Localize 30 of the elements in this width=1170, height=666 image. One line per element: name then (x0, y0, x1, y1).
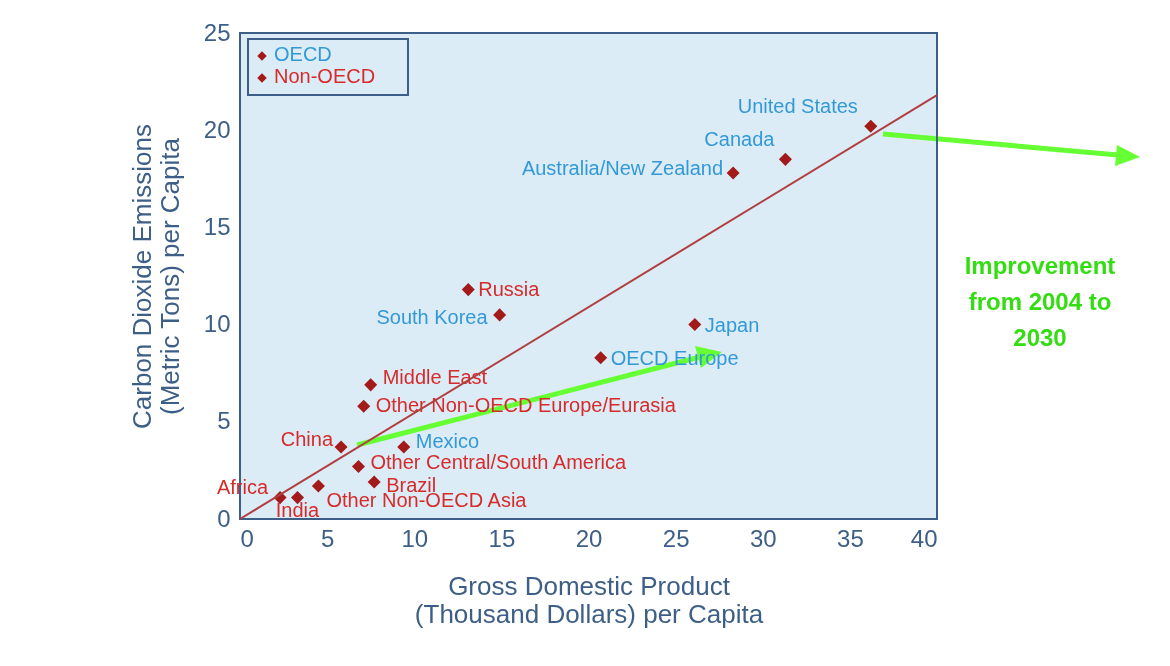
x-tick-label: 0 (240, 524, 254, 552)
x-tick-label: 5 (320, 524, 335, 552)
text: Improvement from 2004 to 2030 (964, 252, 1116, 351)
y-tick-label: 5 (217, 407, 231, 435)
y-tick-label: 15 (203, 212, 231, 240)
y-tick-label: 25 (203, 18, 231, 46)
data-label: South Korea (376, 305, 489, 328)
data-label: Canada (704, 128, 776, 151)
y-tick-label: 0 (217, 504, 231, 532)
x-tick-label: 25 (662, 524, 690, 552)
data-label: India (275, 498, 321, 521)
x-axis-title: Gross Domestic Product (Thousand Dollars) per Capita (414, 570, 764, 629)
y-tick-label: 20 (203, 115, 231, 143)
legend-label: Non-OECD (274, 65, 376, 87)
x-tick-label: 40 (910, 524, 938, 552)
y-tick-label: 10 (203, 310, 231, 338)
legend-label: OECD (274, 43, 332, 65)
x-tick-label: 15 (488, 524, 516, 552)
data-label: Other Central/South America (370, 450, 628, 473)
data-label: China (280, 428, 334, 451)
y-axis-title: Carbon Dioxide Emissions (Metric Tons) per Capita (126, 124, 185, 429)
data-label: Russia (478, 277, 541, 300)
x-tick-label: 35 (837, 524, 864, 552)
x-tick-label: 10 (401, 524, 429, 552)
data-label: Mexico (415, 430, 480, 453)
data-label: United States (737, 95, 858, 118)
data-label: Japan (704, 313, 760, 336)
x-tick-label: 30 (749, 524, 777, 552)
data-label: Australia/New Zealand (521, 156, 724, 179)
x-tick-label: 20 (575, 524, 603, 552)
